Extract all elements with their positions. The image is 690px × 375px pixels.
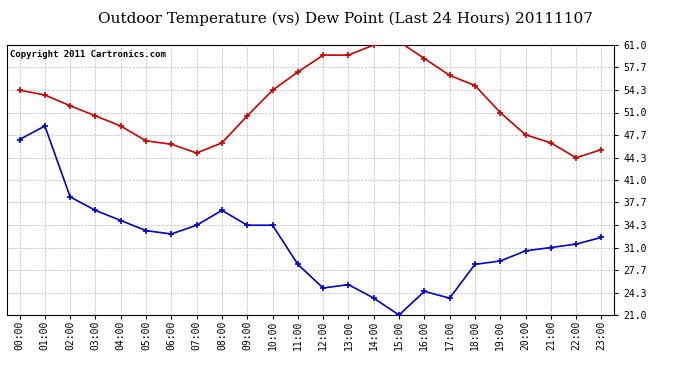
Text: Copyright 2011 Cartronics.com: Copyright 2011 Cartronics.com	[10, 50, 166, 59]
Text: Outdoor Temperature (vs) Dew Point (Last 24 Hours) 20111107: Outdoor Temperature (vs) Dew Point (Last…	[97, 11, 593, 26]
